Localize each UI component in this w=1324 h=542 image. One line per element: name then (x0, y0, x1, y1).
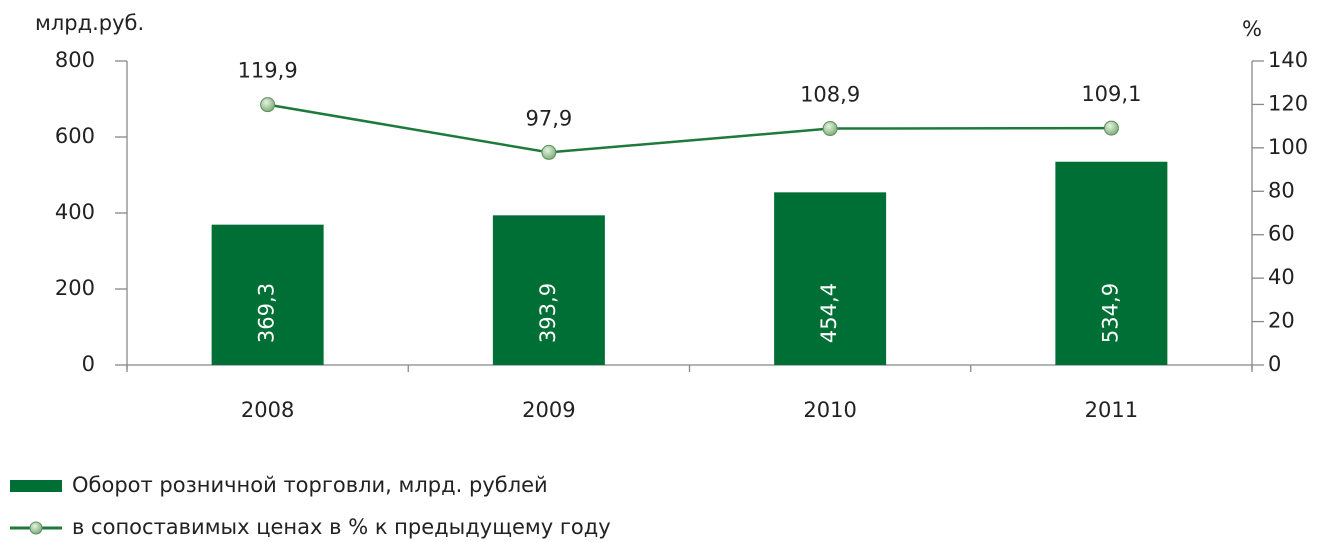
y-tick-label: 600 (55, 124, 95, 148)
line-value-label: 97,9 (525, 106, 572, 130)
y2-tick-label: 0 (1268, 352, 1281, 376)
y-tick-label: 200 (55, 276, 95, 300)
bar (211, 224, 324, 365)
line-marker (1103, 120, 1119, 136)
legend-label: в сопоставимых ценах в % к предыдущему г… (72, 515, 611, 539)
y2-tick-label: 40 (1268, 265, 1295, 289)
bar-value-label: 534,9 (1098, 283, 1122, 343)
y-tick-label: 800 (55, 48, 95, 72)
bar (1055, 161, 1168, 365)
line-marker (822, 121, 838, 137)
y-axis-label: млрд.руб. (35, 11, 144, 35)
y2-tick-label: 20 (1268, 309, 1295, 333)
bar (774, 192, 887, 365)
legend-label: Оборот розничной торговли, млрд. рублей (72, 473, 548, 497)
line-value-label: 109,1 (1081, 82, 1141, 106)
line-value-label: 108,9 (800, 83, 860, 107)
bar-value-label: 454,4 (817, 283, 841, 343)
y-tick-label: 0 (82, 352, 95, 376)
x-tick-label: 2008 (241, 398, 294, 422)
line (267, 103, 1112, 154)
line-marker (541, 144, 557, 160)
y2-axis-label: % (1242, 17, 1262, 41)
line-value-label: 119,9 (238, 59, 298, 83)
bar-value-label: 393,9 (536, 283, 560, 343)
x-tick-label: 2009 (522, 398, 575, 422)
bar (492, 215, 605, 365)
y-tick-label: 400 (55, 200, 95, 224)
x-tick-label: 2010 (803, 398, 856, 422)
y2-tick-label: 100 (1268, 135, 1308, 159)
y2-tick-label: 80 (1268, 178, 1295, 202)
y2-tick-label: 140 (1268, 48, 1308, 72)
line-marker (260, 97, 276, 113)
legend-swatch (10, 480, 62, 492)
x-tick-label: 2011 (1085, 398, 1138, 422)
y2-tick-label: 120 (1268, 91, 1308, 115)
legend-marker (29, 521, 43, 535)
bar-value-label: 369,3 (255, 283, 279, 343)
y2-tick-label: 60 (1268, 222, 1295, 246)
